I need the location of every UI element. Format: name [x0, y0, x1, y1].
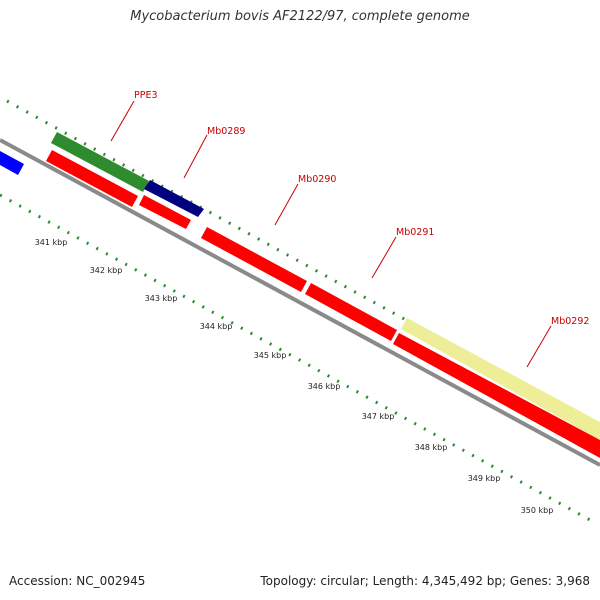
kbp-label-343: 343 kbp [145, 294, 178, 303]
kbp-labels: 341 kbp 342 kbp 343 kbp 344 kbp 345 kbp … [35, 238, 554, 515]
kbp-label-345: 345 kbp [254, 351, 287, 360]
feature-mb0289-navy [144, 180, 204, 217]
tick-row-outer-minor [6, 99, 593, 424]
accession-text: Accession: NC_002945 [9, 574, 146, 588]
feature-red-1 [46, 150, 138, 207]
tick-row-inner-minor [0, 193, 591, 522]
ticks-inner [0, 193, 591, 522]
features [0, 132, 600, 458]
feature-red-long [393, 333, 600, 458]
map-title: Mycobacterium bovis AF2122/97, complete … [130, 9, 470, 24]
ticks-outer [6, 99, 593, 424]
feature-mb0290-red [201, 227, 307, 292]
genome-backbone [0, 138, 600, 467]
kbp-label-348: 348 kbp [415, 443, 448, 452]
feature-ppe3-green [51, 132, 149, 192]
gene-label-ppe3: PPE3 [134, 90, 158, 101]
feature-mb0292-yellow [401, 318, 600, 440]
gene-label-mb0291: Mb0291 [396, 227, 434, 238]
kbp-label-350: 350 kbp [521, 506, 554, 515]
gene-label-mb0289: Mb0289 [207, 126, 245, 137]
gene-label-mb0292: Mb0292 [551, 316, 589, 327]
feature-blue-fragment [0, 151, 24, 175]
feature-red-2 [139, 195, 191, 229]
gene-labels: PPE3 Mb0289 Mb0290 Mb0291 Mb0292 [134, 90, 589, 327]
kbp-label-344: 344 kbp [200, 322, 233, 331]
kbp-label-341: 341 kbp [35, 238, 68, 247]
kbp-label-346: 346 kbp [308, 382, 341, 391]
kbp-label-349: 349 kbp [468, 474, 501, 483]
label-leaders [110, 100, 552, 368]
feature-mb0291-red [305, 283, 397, 341]
gene-label-mb0290: Mb0290 [298, 174, 336, 185]
kbp-label-342: 342 kbp [90, 266, 123, 275]
kbp-label-347: 347 kbp [362, 412, 395, 421]
genome-stats-text: Topology: circular; Length: 4,345,492 bp… [260, 574, 590, 588]
